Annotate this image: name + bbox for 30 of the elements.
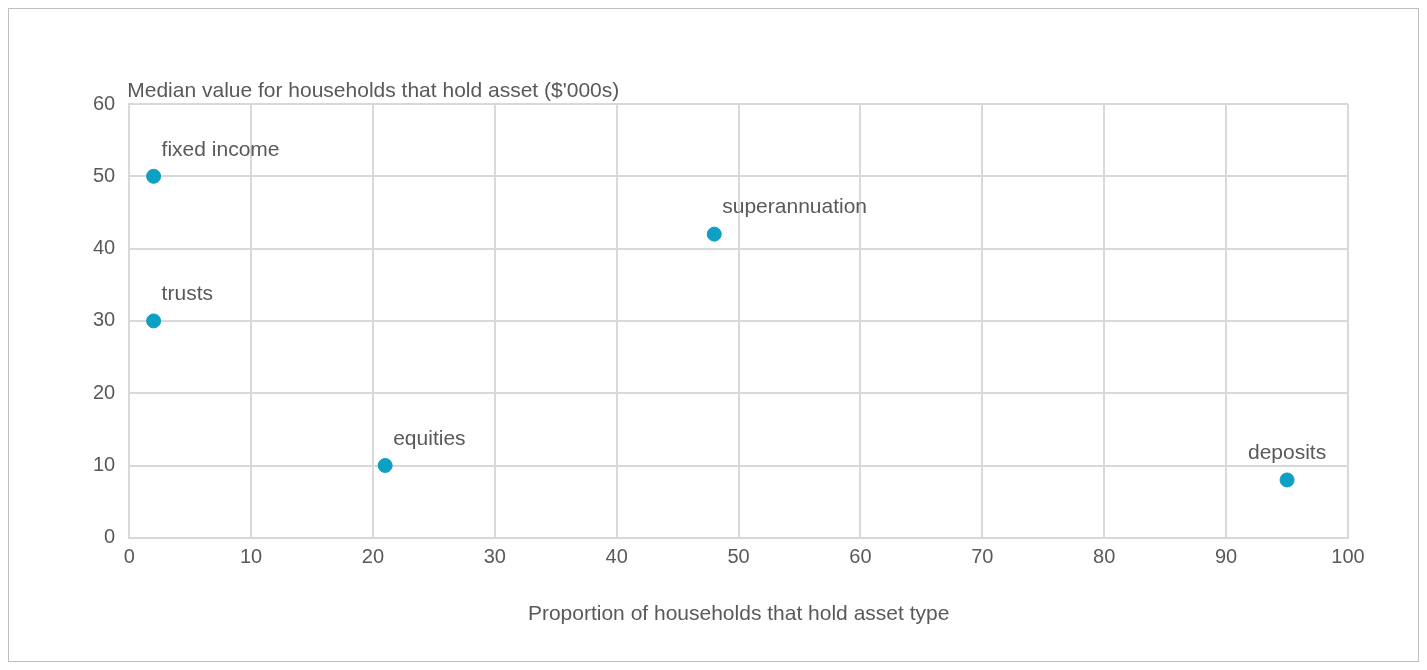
point [146, 313, 162, 329]
x-tick-label: 80 [1093, 545, 1116, 568]
x-tick-label: 70 [971, 545, 994, 568]
x-tick-label: 50 [727, 545, 750, 568]
point [377, 458, 393, 473]
x-tick-label: 40 [605, 545, 628, 568]
y-tick-label: 40 [93, 236, 116, 259]
x-tick-label: 10 [240, 545, 263, 568]
y-tick-label: 20 [93, 380, 116, 403]
x-tick-label: 90 [1215, 545, 1238, 568]
y-tick-label: 10 [93, 453, 116, 476]
x-tick-label: 60 [849, 545, 872, 568]
x-tick-label: 0 [123, 545, 135, 568]
annotation: superannuation [722, 194, 868, 218]
annotation: deposits [1247, 440, 1327, 464]
x-axis-title: Proportion of households that hold asset type [527, 601, 950, 625]
annotation: fixed income [161, 136, 280, 160]
annotation: equities [393, 425, 466, 449]
y-tick-label: 0 [104, 525, 116, 548]
point [146, 168, 162, 184]
point [706, 226, 722, 242]
y-tick-label: 50 [93, 163, 116, 186]
x-tick-label: 20 [361, 545, 385, 568]
x-tick-label: 30 [483, 545, 506, 568]
annotation: trusts [161, 281, 213, 305]
point [1279, 472, 1295, 488]
y-axis-title: Median value for households that hold asset ($'000s) [127, 78, 620, 102]
y-tick-label: 30 [93, 308, 116, 331]
y-tick-label: 60 [93, 91, 116, 114]
x-tick-label: 100 [1331, 545, 1365, 568]
